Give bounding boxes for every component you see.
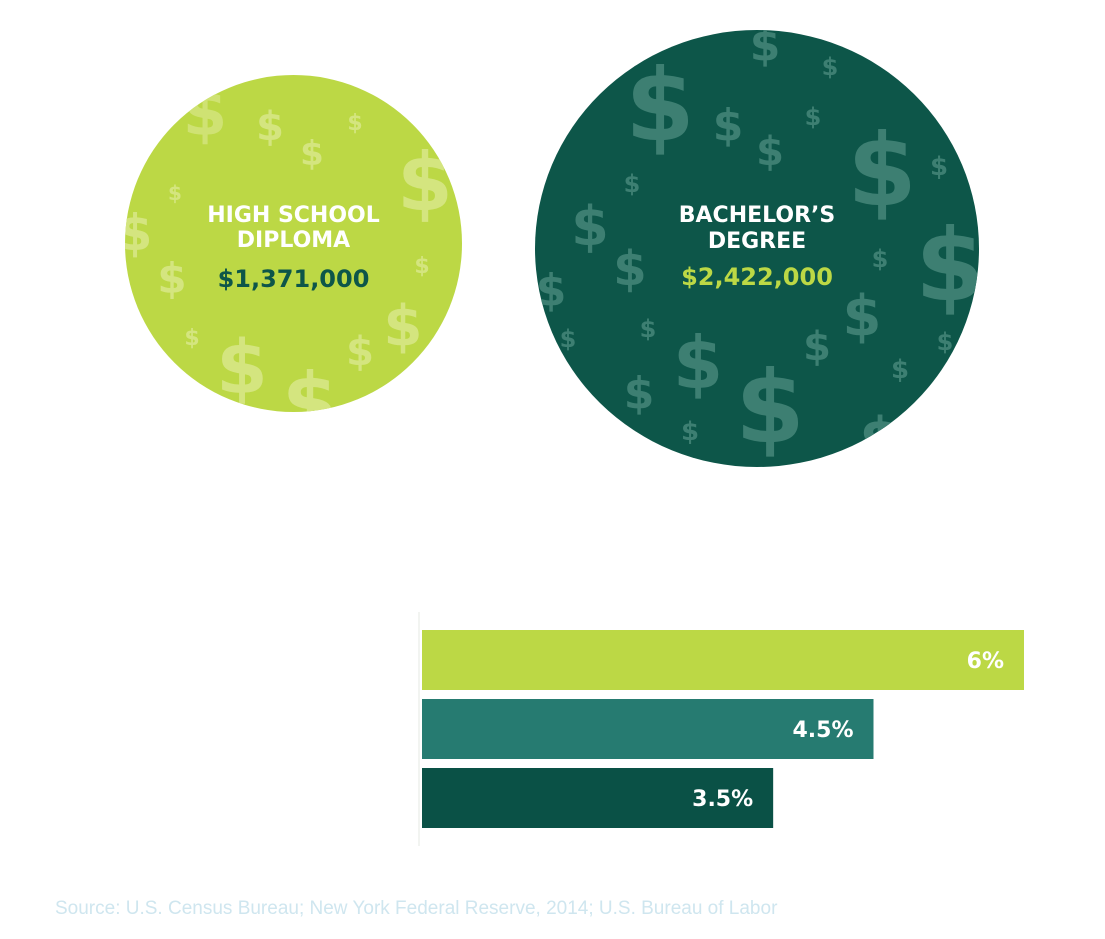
bachelors-label-line1: BACHELOR’S bbox=[678, 203, 836, 228]
dollar-sign-icon: $ bbox=[930, 152, 948, 182]
dollar-sign-icon: $ bbox=[915, 207, 979, 324]
bar-value-label: 4.5% bbox=[792, 718, 853, 743]
dollar-sign-icon: $ bbox=[397, 136, 453, 229]
dollar-sign-icon: $ bbox=[891, 355, 909, 385]
dollar-sign-icon: $ bbox=[347, 111, 362, 136]
dollar-sign-icon: $ bbox=[713, 100, 744, 151]
dollar-sign-icon: $ bbox=[346, 329, 374, 375]
dollar-sign-icon: $ bbox=[183, 77, 228, 151]
bar-3 bbox=[422, 768, 774, 828]
bar-value-label: 6% bbox=[967, 649, 1004, 674]
dollar-sign-icon: $ bbox=[560, 325, 577, 353]
dollar-sign-icon: $ bbox=[571, 195, 609, 258]
high-school-label-line2: DIPLOMA bbox=[236, 228, 351, 253]
bachelors-label-line2: DEGREE bbox=[707, 229, 807, 254]
dollar-sign-icon: $ bbox=[805, 103, 822, 131]
dollar-sign-icon: $ bbox=[750, 30, 781, 71]
dollar-sign-icon: $ bbox=[673, 321, 723, 405]
dollar-sign-icon-pattern: $ $ $ $ $ $ $ $ $ $ $ $ $ $ bbox=[125, 77, 453, 412]
bar-2 bbox=[422, 699, 874, 759]
dollar-sign-icon: $ bbox=[125, 204, 152, 262]
dollar-sign-icon: $ bbox=[872, 245, 889, 273]
dollar-sign-icon: $ bbox=[414, 254, 429, 279]
high-school-earnings-circle: $ $ $ $ $ $ $ $ $ $ $ $ $ $ HIGH SCHOOL … bbox=[125, 75, 462, 412]
dollar-sign-icon: $ bbox=[536, 265, 567, 316]
dollar-sign-icon: $ bbox=[256, 104, 284, 150]
dollar-sign-icon: $ bbox=[822, 53, 839, 81]
dollar-sign-icon: $ bbox=[937, 328, 954, 356]
dollar-sign-icon: $ bbox=[624, 368, 655, 419]
dollar-sign-icon: $ bbox=[613, 241, 646, 297]
source-note: Source: U.S. Census Bureau; New York Fed… bbox=[55, 898, 778, 919]
dollar-sign-icon: $ bbox=[640, 315, 657, 343]
bachelors-earnings-circle: $ $ $ $ $ $ $ $ $ $ $ $ $ $ $ $ $ $ $ $ … bbox=[535, 30, 979, 467]
bachelors-earnings-value: $2,422,000 bbox=[681, 263, 833, 291]
dollar-sign-icon: $ bbox=[384, 294, 423, 359]
high-school-earnings-value: $1,371,000 bbox=[217, 265, 370, 293]
dollar-sign-icon: $ bbox=[847, 112, 917, 229]
dollar-sign-icon: $ bbox=[282, 356, 338, 412]
dollar-sign-icon: $ bbox=[157, 254, 186, 303]
dollar-sign-icon: $ bbox=[300, 134, 324, 174]
dollar-sign-icon: $ bbox=[803, 324, 831, 370]
dollar-sign-icon: $ bbox=[843, 284, 882, 349]
bar-value-label: 3.5% bbox=[692, 787, 753, 812]
dollar-sign-icon: $ bbox=[168, 181, 182, 205]
dollar-sign-icon: $ bbox=[216, 325, 268, 411]
dollar-sign-icon: $ bbox=[624, 170, 641, 198]
unemployment-bar-chart: 6% 4.5% 3.5% bbox=[418, 612, 1024, 846]
dollar-sign-icon: $ bbox=[859, 405, 901, 467]
bar-1 bbox=[422, 630, 1024, 690]
high-school-label-line1: HIGH SCHOOL bbox=[207, 203, 380, 228]
dollar-sign-icon: $ bbox=[184, 326, 199, 351]
dollar-sign-icon: $ bbox=[756, 129, 784, 175]
dollar-sign-icon-pattern: $ $ $ $ $ $ $ $ $ $ $ $ $ $ $ $ $ $ $ $ … bbox=[536, 30, 979, 467]
dollar-sign-icon: $ bbox=[735, 349, 805, 466]
dollar-sign-icon: $ bbox=[681, 417, 699, 447]
dollar-sign-icon: $ bbox=[625, 47, 695, 164]
